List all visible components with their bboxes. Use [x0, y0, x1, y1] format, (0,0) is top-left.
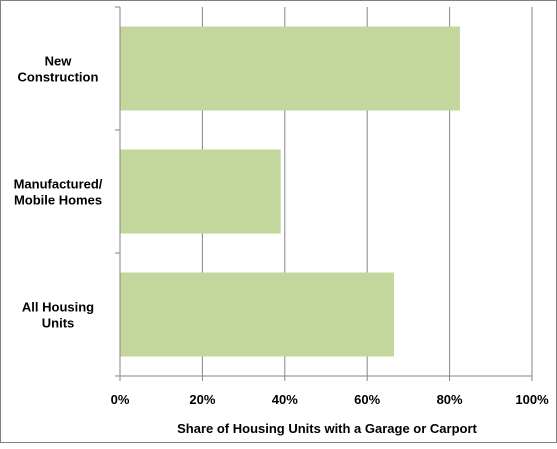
bar-2: [120, 272, 394, 357]
category-label: New: [45, 54, 73, 69]
category-label: Units: [42, 316, 75, 331]
category-label: All Housing: [22, 300, 94, 315]
bar-1: [120, 149, 281, 234]
x-tick-label: 80%: [437, 392, 463, 407]
category-label: Construction: [18, 70, 99, 85]
category-label: Manufactured/: [14, 177, 103, 192]
x-axis-title: Share of Housing Units with a Garage or …: [177, 421, 477, 436]
x-tick-labels: 0% 20% 40% 60% 80% 100%: [111, 392, 549, 407]
x-tick-label: 60%: [354, 392, 380, 407]
x-tick-label: 100%: [515, 392, 549, 407]
bar-0: [120, 26, 460, 111]
x-tick-label: 20%: [189, 392, 215, 407]
x-tick-label: 40%: [272, 392, 298, 407]
bars: [120, 26, 460, 357]
x-tick-label: 0%: [111, 392, 130, 407]
category-label: Mobile Homes: [14, 193, 102, 208]
axes: [115, 6, 533, 381]
